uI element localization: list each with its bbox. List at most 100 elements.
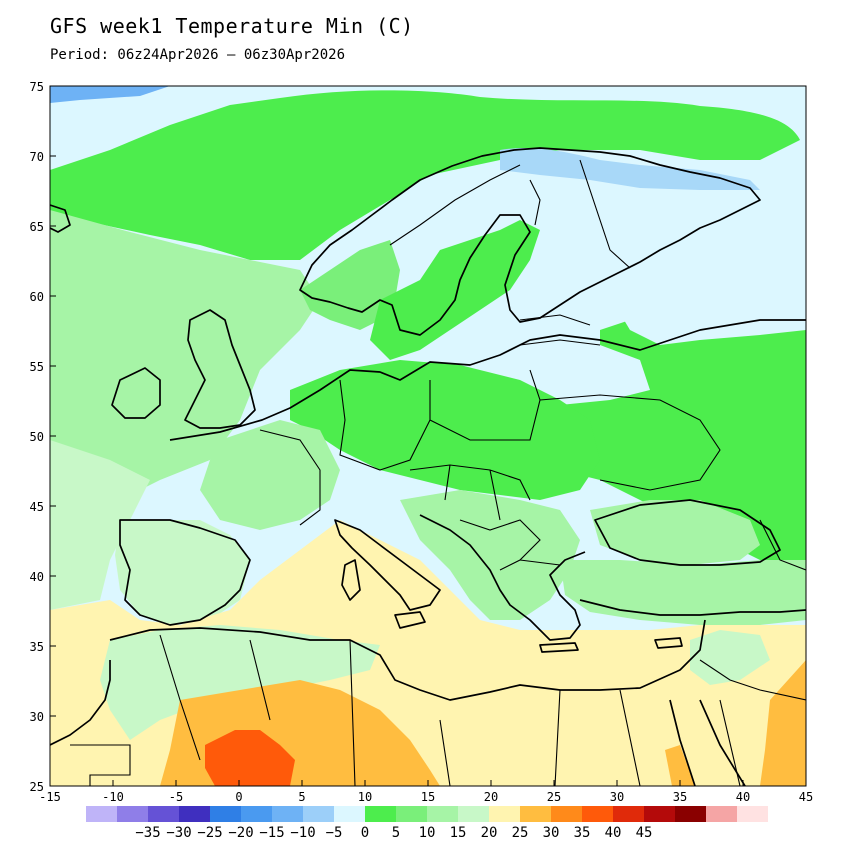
colorbar-label: 25 [512, 825, 529, 841]
colorbar-swatch [706, 806, 737, 822]
border-middle-east [699, 659, 806, 786]
lat-tick-label: 50 [30, 430, 44, 444]
coastline-britain [184, 309, 256, 429]
colorbar-label: −15 [259, 825, 284, 841]
lon-tick-label: 35 [673, 790, 687, 804]
colorbar-swatch [613, 806, 644, 822]
coastline-iceland-stub [50, 204, 71, 233]
lat-tick-label: 25 [30, 780, 44, 794]
colorbar-swatch [582, 806, 613, 822]
colorbar-label: 20 [481, 825, 498, 841]
lat-tick-label: 35 [30, 640, 44, 654]
lat-axis: 75 70 65 60 55 50 45 40 35 30 25 [30, 80, 56, 794]
colorbar-label: 10 [419, 825, 436, 841]
coastline-iberia [119, 519, 251, 626]
colorbar-swatch [303, 806, 334, 822]
colorbar-swatch [427, 806, 458, 822]
colorbar-label: 40 [605, 825, 622, 841]
field-anatolia-light [560, 560, 806, 625]
colorbar-label: 5 [392, 825, 400, 841]
field-atlantic-pale-south [50, 440, 150, 610]
colorbar-label: −25 [197, 825, 222, 841]
map-field [50, 86, 806, 786]
coastline-crete [539, 642, 579, 653]
colorbar-label: 30 [543, 825, 560, 841]
field-norwegian-sea-green [50, 90, 800, 260]
lat-tick-label: 40 [30, 570, 44, 584]
map-title: GFS week1 Temperature Min (C) [50, 14, 414, 38]
colorbar-swatch [551, 806, 582, 822]
coastline-scandinavia [299, 147, 761, 336]
colorbar-swatch [117, 806, 148, 822]
field-central-europe-green [290, 360, 600, 500]
field-baltic-green [370, 220, 540, 360]
colorbar-label: −10 [290, 825, 315, 841]
border-balkans [459, 519, 561, 571]
colorbar: −35 −30 −25 −20 −15 −10 −5 0 5 10 15 20 25 30 35 40 45 [86, 806, 768, 841]
border-central [409, 464, 531, 521]
colorbar-swatch [272, 806, 303, 822]
coastline-black-sea [594, 499, 781, 566]
lat-tick-label: 60 [30, 290, 44, 304]
colorbar-swatch [334, 806, 365, 822]
border-sweden-finland [529, 179, 541, 226]
lat-tick-label: 45 [30, 500, 44, 514]
border-france [259, 429, 321, 526]
colorbar-swatch [86, 806, 117, 822]
lon-axis: -15 -10 -5 0 5 10 15 20 25 30 35 40 45 [39, 780, 813, 804]
coastline-italy [334, 519, 441, 611]
lon-tick-label: 30 [610, 790, 624, 804]
border-germany [339, 379, 431, 471]
lon-tick-label: -5 [169, 790, 183, 804]
field-north-africa-pale [100, 625, 380, 740]
lon-tick-label: 5 [298, 790, 305, 804]
colorbar-swatch [241, 806, 272, 822]
colorbar-label: −30 [166, 825, 191, 841]
coastline-balkans-greece [419, 514, 586, 641]
lon-tick-label: -15 [39, 790, 61, 804]
colorbar-swatch [148, 806, 179, 822]
lon-tick-label: 45 [799, 790, 813, 804]
border-ukraine [539, 394, 721, 491]
field-levant-pale [690, 630, 770, 685]
field-atlantic-light-green [50, 210, 320, 530]
colorbar-label: −5 [326, 825, 343, 841]
border-north-africa [159, 634, 641, 786]
lat-tick-label: 30 [30, 710, 44, 724]
colorbar-swatch [644, 806, 675, 822]
lon-tick-label: -10 [102, 790, 124, 804]
border-finland-russia [579, 159, 631, 269]
border-west-sahara [70, 744, 131, 786]
coastline-cyprus [654, 637, 683, 649]
field-scandinavia-green [300, 240, 400, 330]
field-sahara-hot [205, 730, 295, 786]
colorbar-swatch [520, 806, 551, 822]
colorbar-swatch [396, 806, 427, 822]
border-turkey-east [759, 519, 806, 571]
colorbar-label: 35 [574, 825, 591, 841]
map-period: Period: 06z24Apr2026 – 06z30Apr2026 [50, 47, 346, 63]
field-black-sea-pale [590, 500, 760, 565]
coastline-africa-atlantic [50, 660, 111, 746]
lon-tick-label: 15 [421, 790, 435, 804]
country-borders [70, 159, 806, 786]
coastline-sicily [394, 611, 426, 629]
field-balkans-light [400, 490, 580, 620]
lat-tick-label: 75 [30, 80, 44, 94]
colorbar-swatch [179, 806, 210, 822]
colorbar-swatch [737, 806, 768, 822]
lat-tick-label: 70 [30, 150, 44, 164]
coastlines [50, 147, 806, 786]
coastline-north-africa [109, 619, 706, 701]
field-arctic-coldpatch [50, 86, 170, 103]
field-east-europe-green [520, 300, 806, 560]
lon-tick-label: 40 [736, 790, 750, 804]
border-baltics [519, 314, 601, 346]
coastline-continent [169, 319, 806, 441]
field-lapland-cold [500, 148, 760, 190]
lon-tick-label: 25 [547, 790, 561, 804]
field-russia-frost [600, 265, 806, 345]
field-iberia-pale [115, 520, 250, 625]
colorbar-swatch [489, 806, 520, 822]
